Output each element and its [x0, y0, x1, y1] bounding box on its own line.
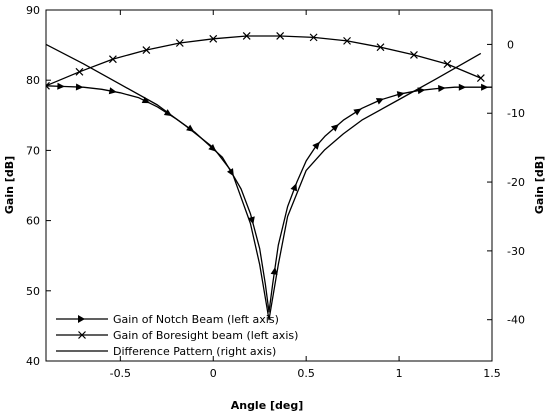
right-y-tick-label: -20 — [507, 176, 525, 189]
legend: Gain of Notch Beam (left axis) Gain of B… — [56, 313, 298, 358]
left-y-tick-label: 70 — [26, 144, 40, 157]
right-y-tick-label: 0 — [507, 38, 514, 51]
series-line-2 — [46, 43, 482, 321]
boresight-marker — [410, 51, 418, 59]
notch-marker — [290, 183, 298, 192]
left-y-tick-label: 80 — [26, 74, 40, 87]
x-axis-title: Angle [deg] — [231, 399, 304, 412]
series-0 — [46, 82, 492, 313]
series-line-0 — [46, 85, 492, 313]
right-axis-title: Gain [dB] — [533, 156, 546, 214]
boresight-marker — [376, 43, 385, 52]
notch-marker — [270, 266, 278, 275]
boresight-marker — [209, 34, 218, 43]
boresight-marker — [476, 74, 485, 83]
notch-marker — [186, 124, 195, 132]
boresight-marker — [242, 32, 251, 40]
x-tick-label: -0.5 — [110, 367, 131, 380]
boresight-marker — [46, 81, 50, 90]
boresight-marker — [175, 39, 184, 47]
x-tick-label: 1.5 — [483, 367, 501, 380]
boresight-marker — [276, 32, 285, 40]
notch-marker — [108, 87, 117, 95]
left-y-tick-label: 40 — [26, 355, 40, 368]
right-y-tick-label: -30 — [507, 245, 525, 258]
legend-marker-notch — [78, 315, 85, 323]
notch-marker — [75, 83, 84, 91]
ticks-layer: -0.5 0 0.5 1 1.5 40 50 60 70 80 90 -40 -30 -20 -10 0 — [26, 4, 525, 380]
left-y-tick-label: 50 — [26, 285, 40, 298]
x-tick-label: 1 — [396, 367, 403, 380]
data-layer — [46, 32, 492, 321]
notch-marker — [57, 82, 65, 90]
series-1 — [46, 32, 485, 90]
legend-label-difference: Difference Pattern (right axis) — [113, 345, 276, 358]
legend-marker-boresight — [78, 331, 86, 339]
notch-marker — [375, 98, 385, 105]
left-y-tick-label: 60 — [26, 215, 40, 228]
left-y-tick-label: 90 — [26, 4, 40, 17]
legend-label-boresight: Gain of Boresight beam (left axis) — [113, 329, 298, 342]
boresight-marker — [75, 67, 84, 76]
boresight-marker — [108, 55, 117, 64]
plot-frame — [45, 9, 493, 362]
notch-marker — [481, 83, 489, 91]
series-line-1 — [46, 35, 482, 87]
boresight-marker — [309, 33, 318, 42]
notch-marker — [396, 91, 405, 98]
notch-marker — [417, 87, 426, 95]
notch-marker — [330, 124, 339, 132]
notch-marker — [353, 108, 362, 116]
notch-marker — [458, 83, 467, 91]
legend-label-notch: Gain of Notch Beam (left axis) — [113, 313, 279, 326]
boresight-marker — [142, 46, 151, 54]
notch-marker — [438, 84, 446, 92]
right-y-tick-label: -40 — [507, 314, 525, 327]
boresight-marker — [343, 36, 351, 45]
x-tick-label: 0.5 — [297, 367, 315, 380]
notch-marker — [141, 96, 150, 104]
series-2 — [46, 43, 482, 321]
right-y-tick-label: -10 — [507, 107, 525, 120]
notch-marker — [312, 141, 320, 150]
left-axis-title: Gain [dB] — [3, 156, 16, 214]
notch-marker — [248, 216, 255, 225]
boresight-marker — [443, 60, 452, 68]
x-tick-label: 0 — [210, 367, 217, 380]
